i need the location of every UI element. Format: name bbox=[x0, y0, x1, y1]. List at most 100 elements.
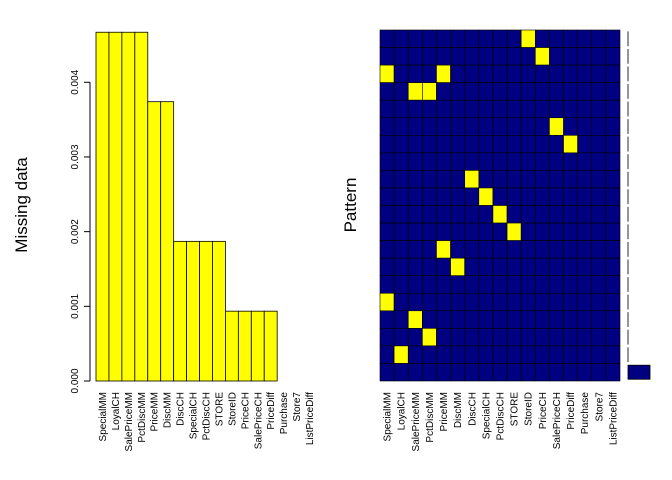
pattern-cell bbox=[605, 170, 621, 189]
pattern-cell bbox=[379, 29, 395, 48]
pattern-cell bbox=[605, 240, 621, 259]
pattern-cell bbox=[379, 47, 395, 66]
pattern-cell bbox=[492, 257, 508, 276]
x-tick-label: DiscMM bbox=[453, 392, 464, 428]
pattern-cell bbox=[605, 47, 621, 66]
pattern-cell bbox=[492, 222, 508, 241]
pattern-cell bbox=[534, 363, 550, 382]
pattern-cell bbox=[577, 152, 593, 171]
pattern-cell bbox=[563, 82, 578, 101]
pattern-cell bbox=[549, 29, 564, 48]
y-tick-label: 0.001 bbox=[70, 293, 81, 318]
pattern-cell bbox=[379, 99, 395, 119]
pattern-cell bbox=[577, 292, 593, 312]
pattern-cell bbox=[450, 240, 466, 259]
bar bbox=[173, 240, 187, 382]
pattern-cell bbox=[492, 328, 508, 347]
pattern-cell bbox=[605, 64, 621, 83]
pattern-cell bbox=[393, 345, 409, 364]
pattern-cell bbox=[379, 292, 395, 312]
pattern-cell bbox=[464, 275, 480, 294]
pattern-cell bbox=[520, 275, 536, 294]
pattern-cell bbox=[393, 205, 409, 224]
pattern-cell bbox=[422, 275, 437, 294]
pattern-cell bbox=[506, 310, 522, 329]
pattern-cell bbox=[407, 170, 423, 189]
pattern-cell bbox=[549, 257, 564, 276]
pattern-cell bbox=[393, 257, 409, 276]
pattern-cell bbox=[591, 257, 607, 276]
pattern-cell bbox=[393, 152, 409, 171]
pattern-cell bbox=[379, 240, 395, 259]
pattern-cell bbox=[450, 275, 466, 294]
pattern-cell bbox=[407, 152, 423, 171]
x-tick-label: SalePriceCH bbox=[253, 392, 264, 449]
pattern-cell bbox=[520, 135, 536, 154]
pattern-cell bbox=[563, 257, 578, 276]
pattern-cell bbox=[450, 345, 466, 364]
pattern-cell bbox=[563, 363, 578, 382]
x-tick-label: StoreID bbox=[524, 392, 535, 426]
pattern-cell bbox=[478, 170, 494, 189]
pattern-cell bbox=[520, 257, 536, 276]
pattern-cell bbox=[393, 222, 409, 241]
x-tick-label: PriceDiff bbox=[566, 392, 577, 430]
pattern-cell bbox=[436, 117, 451, 136]
pattern-cell bbox=[534, 222, 550, 241]
pattern-cell bbox=[464, 99, 480, 119]
pattern-cell bbox=[379, 82, 395, 101]
pattern-cell bbox=[534, 240, 550, 259]
bar bbox=[95, 31, 110, 382]
pattern-cell bbox=[563, 170, 578, 189]
pattern-cell bbox=[605, 99, 621, 119]
pattern-cell bbox=[478, 222, 494, 241]
pattern-cell bbox=[577, 205, 593, 224]
pattern-cell bbox=[422, 170, 437, 189]
pattern-cell bbox=[534, 345, 550, 364]
pattern-cell bbox=[422, 47, 437, 66]
pattern-cell bbox=[605, 257, 621, 276]
pattern-cell bbox=[407, 82, 423, 101]
pattern-cell bbox=[577, 99, 593, 119]
pattern-cell bbox=[563, 99, 578, 119]
pattern-cell bbox=[464, 64, 480, 83]
x-tick-label: PriceMM bbox=[150, 392, 161, 431]
pattern-cell bbox=[520, 29, 536, 48]
x-tick-label: StoreID bbox=[227, 392, 238, 426]
x-tick-label: Purchase bbox=[279, 392, 290, 435]
pattern-cell bbox=[577, 187, 593, 206]
pattern-cell bbox=[563, 64, 578, 83]
x-tick-label: Store7 bbox=[594, 392, 605, 422]
pattern-cell bbox=[464, 205, 480, 224]
pattern-cell bbox=[520, 47, 536, 66]
pattern-cell bbox=[436, 170, 451, 189]
x-tick-label: DiscCH bbox=[176, 392, 187, 426]
pattern-cell bbox=[450, 29, 466, 48]
pattern-cell bbox=[577, 82, 593, 101]
pattern-cell bbox=[520, 363, 536, 382]
pattern-cell bbox=[577, 64, 593, 83]
pattern-cell bbox=[478, 99, 494, 119]
pattern-cell bbox=[534, 64, 550, 83]
pattern-cell bbox=[506, 363, 522, 382]
pattern-cell bbox=[478, 152, 494, 171]
x-tick-label: PctDiscMM bbox=[425, 392, 436, 443]
pattern-cell bbox=[422, 152, 437, 171]
pattern-cell bbox=[520, 99, 536, 119]
pattern-cell bbox=[534, 187, 550, 206]
pattern-cell bbox=[591, 187, 607, 206]
x-tick-label: Purchase bbox=[580, 392, 591, 435]
pattern-cell bbox=[436, 328, 451, 347]
x-tick-label: PctDiscCH bbox=[202, 392, 213, 440]
pattern-cell bbox=[492, 205, 508, 224]
pattern-cell bbox=[379, 222, 395, 241]
pattern-cell bbox=[407, 135, 423, 154]
pattern-cell bbox=[436, 240, 451, 259]
pattern-cell bbox=[422, 240, 437, 259]
pattern-cell bbox=[591, 310, 607, 329]
pattern-cell bbox=[534, 257, 550, 276]
pattern-cell bbox=[534, 99, 550, 119]
pattern-cell bbox=[422, 222, 437, 241]
pattern-cell bbox=[577, 345, 593, 364]
pattern-cell bbox=[422, 205, 437, 224]
